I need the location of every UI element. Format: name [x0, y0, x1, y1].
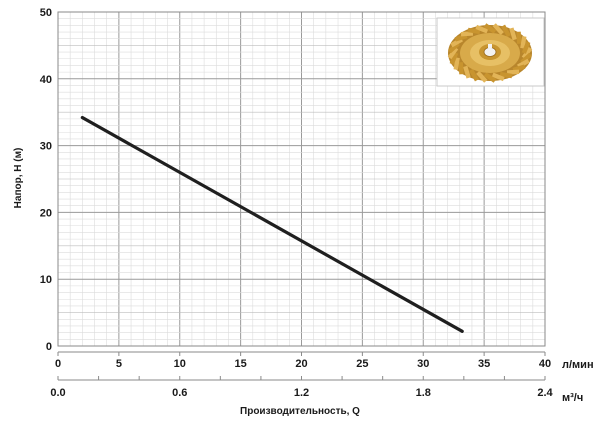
- x-tick-label: 20: [295, 358, 307, 370]
- performance-curve: [80, 115, 464, 333]
- x-axis-secondary-unit: м³/ч: [562, 392, 583, 404]
- impeller-blade: [521, 46, 533, 60]
- x-tick-label: 30: [417, 358, 429, 370]
- x-tick-label: 10: [174, 358, 186, 370]
- x-axis-primary-unit: л/мин: [562, 359, 594, 371]
- impeller-blade: [469, 68, 479, 82]
- impeller-blade: [501, 24, 511, 38]
- impeller-blade: [458, 62, 464, 75]
- chart-series: [80, 115, 464, 333]
- impeller-blade: [516, 31, 522, 44]
- x2-tick-label: 0.6: [172, 387, 187, 399]
- brass-impeller-image: [436, 17, 545, 87]
- x-tick-label: 15: [235, 358, 247, 370]
- impeller-blade: [447, 46, 459, 60]
- x-tick-label: 25: [356, 358, 368, 370]
- x2-tick-label: 1.2: [294, 387, 309, 399]
- x-tick-label: 0: [55, 358, 61, 370]
- y-tick-label: 40: [40, 74, 52, 86]
- y-tick-label: 30: [40, 141, 52, 153]
- impeller-blade: [460, 31, 474, 37]
- impeller-blade: [492, 23, 504, 36]
- impeller-blade: [483, 23, 497, 34]
- impeller-blade: [506, 69, 520, 75]
- y-tick-label: 10: [40, 274, 52, 286]
- impeller-blade: [509, 27, 517, 41]
- x-axis-label: Производительность, Q: [240, 406, 360, 417]
- x-tick-label: 5: [116, 358, 122, 370]
- y-tick-label: 50: [40, 7, 52, 19]
- x2-tick-label: 0.0: [50, 387, 65, 399]
- impeller-blade: [475, 24, 489, 34]
- y-axis-label: Напор, H (м): [13, 148, 24, 209]
- impeller-blade: [463, 65, 471, 79]
- x-tick-label: 35: [478, 358, 490, 370]
- plot-frame: [57, 11, 546, 347]
- y-tick-label: 0: [46, 341, 52, 353]
- y-tick-label: 20: [40, 207, 52, 219]
- impeller-blade: [483, 72, 497, 83]
- impeller-blade: [521, 41, 531, 54]
- x2-tick-label: 2.4: [537, 387, 553, 399]
- x-tick-label: 40: [539, 358, 551, 370]
- x2-tick-label: 1.8: [416, 387, 431, 399]
- y-axis-ticks: 0 10 20 30 40 50: [40, 7, 52, 353]
- impeller-blade: [491, 72, 505, 82]
- x-axis-secondary-ticks: 0.0 0.6 1.2 1.8 2.4: [50, 376, 554, 399]
- impeller-blade: [449, 52, 459, 65]
- x-axis-primary-ticks: 0 5 10 15 20 25 30 35 40: [55, 352, 551, 370]
- impeller-blade: [476, 70, 488, 83]
